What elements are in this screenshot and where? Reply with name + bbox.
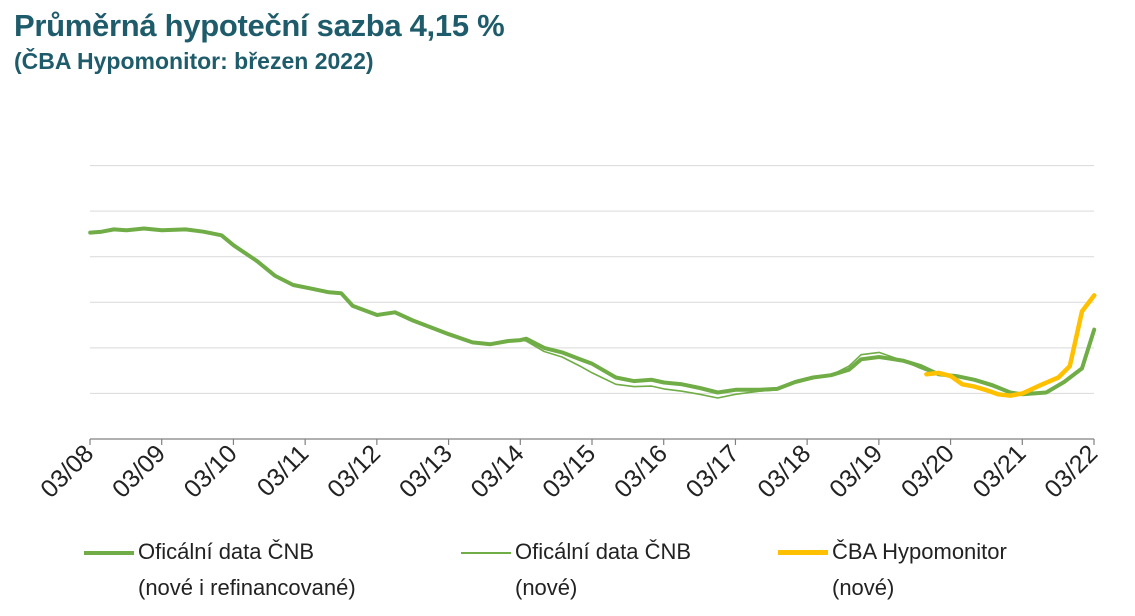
- x-tick-label-13: 03/21: [967, 439, 1031, 503]
- x-tick-label-12: 03/20: [896, 439, 960, 503]
- legend-swatch-cnb-new: [461, 552, 511, 554]
- legend-item-cnb-new: Oficální data ČNB (nové): [461, 534, 691, 606]
- x-tick-label-4: 03/12: [322, 439, 386, 503]
- legend-item-cnb-total: Oficální data ČNB (nové i refinancované): [84, 534, 356, 606]
- x-tick-label-1: 03/09: [107, 439, 171, 503]
- x-tick-label-8: 03/16: [609, 439, 673, 503]
- x-tick-label-7: 03/15: [537, 439, 601, 503]
- legend-swatch-cba: [778, 550, 828, 555]
- series-line-cba: [924, 293, 1097, 398]
- legend-label-cnb-total: Oficální data ČNB: [138, 539, 315, 564]
- legend-sublabel-cnb-total: (nové i refinancované): [138, 575, 356, 600]
- x-tick-label-3: 03/11: [252, 439, 315, 502]
- x-tick-labels: 03/08 03/09 03/10 03/11 03/12 03/13 03/14 03/15…: [35, 439, 1103, 503]
- x-axis: [89, 438, 1095, 445]
- chart-subtitle: (ČBA Hypomonitor: březen 2022): [14, 48, 374, 74]
- x-tick-label-0: 03/08: [35, 439, 99, 503]
- x-tick-label-14: 03/22: [1039, 439, 1103, 503]
- legend-swatch-cnb-total: [84, 551, 134, 555]
- legend-label-cba: ČBA Hypomonitor: [832, 539, 1007, 564]
- x-tick-label-5: 03/13: [394, 439, 458, 503]
- legend-sublabel-cba: (nové): [832, 575, 895, 600]
- gridlines: [90, 165, 1094, 394]
- legend-item-cba: ČBA Hypomonitor (nové): [778, 534, 1007, 606]
- x-tick-label-6: 03/14: [465, 439, 529, 503]
- chart-title: Průměrná hypoteční sazba 4,15 %: [14, 8, 505, 43]
- line-chart: 03/08 03/09 03/10 03/11 03/12 03/13 03/14 03/15…: [35, 165, 1103, 503]
- x-tick-label-11: 03/19: [824, 439, 888, 503]
- series-lines: [88, 226, 1097, 399]
- series-line-cnb-total: [88, 226, 1097, 397]
- x-tick-label-10: 03/18: [752, 439, 816, 503]
- legend-label-cnb-new: Oficální data ČNB: [515, 539, 692, 564]
- x-tick-label-2: 03/10: [179, 439, 243, 503]
- legend-sublabel-cnb-new: (nové): [515, 575, 578, 600]
- x-tick-label-9: 03/17: [681, 439, 745, 503]
